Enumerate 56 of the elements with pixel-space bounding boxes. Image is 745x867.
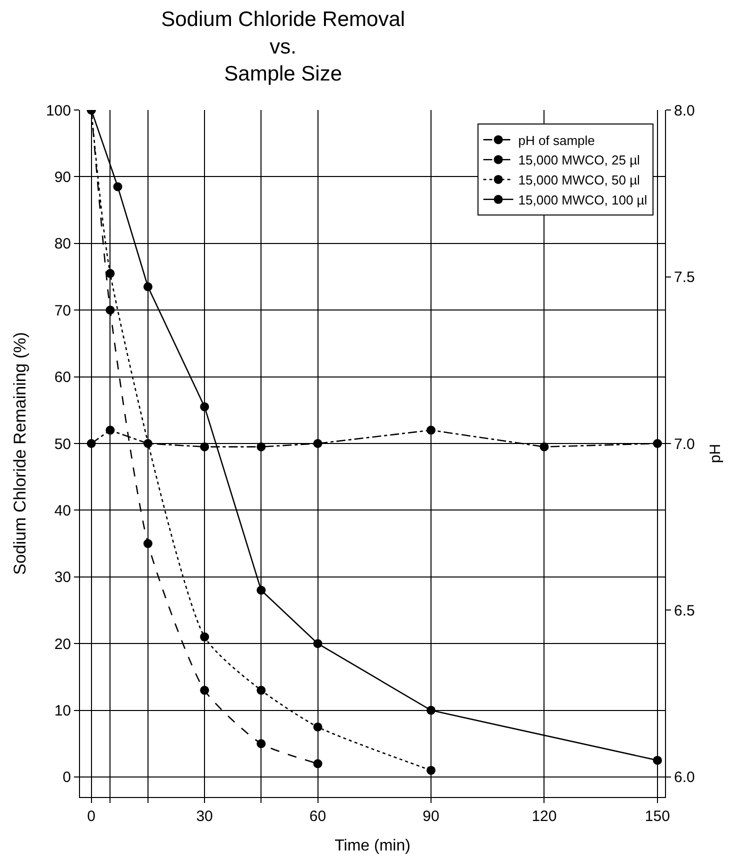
point (200, 402, 210, 412)
x-tick-label: 90 (422, 808, 440, 825)
point (313, 759, 322, 768)
y2-tick-label: 7.5 (674, 269, 695, 286)
point (256, 739, 266, 748)
legend-label: 15,000 MWCO, 50 µl (518, 172, 640, 188)
point (313, 722, 322, 732)
y2-tick-label: 7.0 (674, 436, 695, 453)
point (143, 439, 152, 448)
legend-label: 15,000 MWCO, 25 µl (518, 152, 640, 168)
x-tick-label: 60 (309, 808, 326, 825)
y-tick-label: 100 (46, 102, 71, 120)
point (200, 632, 210, 642)
y-tick-label: 60 (54, 369, 71, 386)
point (426, 706, 436, 715)
point (106, 426, 115, 435)
point (313, 439, 322, 448)
point (200, 442, 210, 452)
y-tick-label: 10 (54, 702, 71, 720)
point (106, 268, 115, 278)
point (426, 766, 436, 775)
y-tick-label: 50 (54, 436, 71, 453)
x-tick-label: 30 (196, 808, 213, 825)
y-tick-label: 0 (62, 769, 71, 786)
y-tick-label: 70 (54, 302, 71, 320)
point (426, 426, 436, 435)
point (540, 442, 549, 452)
x-tick-label: 150 (644, 808, 670, 825)
point (143, 282, 152, 292)
y2-axis-title: pH (706, 444, 724, 464)
y2-tick-label: 6.5 (674, 602, 695, 620)
y-axis-title: Sodium Chloride Remaining (%) (10, 332, 30, 575)
point (256, 586, 266, 595)
x-tick-label: 0 (87, 808, 96, 825)
y-tick-label: 30 (54, 569, 71, 586)
legend-label: pH of sample (518, 132, 595, 148)
point (256, 442, 266, 452)
point (113, 182, 122, 192)
x-tick-label: 120 (532, 808, 557, 825)
point (256, 686, 266, 695)
point (86, 439, 96, 448)
point (200, 686, 210, 695)
point (143, 539, 152, 548)
x-axis-title: Time (min) (334, 838, 410, 855)
chart-title: Sodium Chloride Removal vs. Sample Size (161, 8, 406, 86)
point (313, 639, 322, 648)
y-tick-label: 20 (54, 636, 71, 653)
point (652, 756, 662, 765)
y-tick-label: 90 (54, 168, 71, 186)
legend-label: 15,000 MWCO, 100 µl (518, 192, 648, 208)
y2-tick-label: 6.0 (674, 769, 695, 786)
y2-tick-label: 8.0 (674, 102, 695, 120)
point (652, 439, 662, 448)
y-tick-label: 40 (54, 502, 71, 520)
point (106, 306, 115, 315)
y-tick-label: 80 (54, 236, 71, 253)
